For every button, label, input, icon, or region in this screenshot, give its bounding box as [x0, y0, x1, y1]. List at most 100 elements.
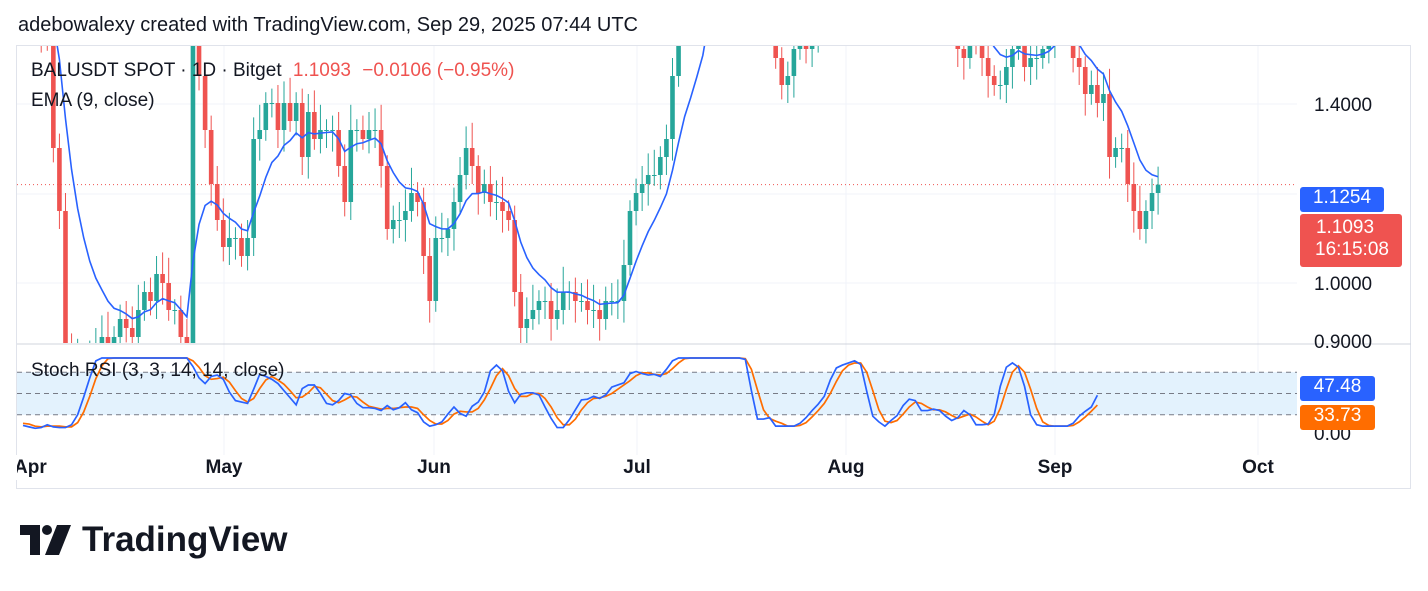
candle: [985, 46, 991, 98]
candle: [817, 46, 819, 53]
ema-series: [56, 46, 1159, 320]
candle: [378, 104, 384, 188]
candle: [409, 167, 414, 222]
candle: [664, 124, 669, 175]
candle: [694, 0, 699, 44]
candle: [196, 46, 202, 91]
candle: [366, 112, 372, 154]
candle: [1034, 46, 1039, 80]
candle: [348, 104, 354, 220]
candle: [95, 328, 97, 343]
candle: [1107, 68, 1112, 179]
tradingview-logo-text: TradingView: [82, 520, 288, 559]
candle: [312, 90, 317, 150]
candle: [257, 104, 263, 161]
last-price-value: 1.1093: [1315, 217, 1375, 238]
candle: [214, 166, 220, 231]
candle: [123, 301, 129, 343]
candle: [451, 187, 457, 251]
candle: [51, 46, 56, 163]
candle: [494, 180, 499, 220]
candle: [439, 212, 445, 253]
candle: [475, 155, 481, 215]
time-axis-label: Sep: [1038, 457, 1073, 478]
candle: [384, 155, 390, 240]
candle: [403, 189, 408, 242]
candle: [591, 284, 596, 328]
candle: [129, 306, 135, 343]
candle: [360, 115, 366, 150]
candle: [390, 205, 396, 244]
ema-legend: EMA (9, close): [31, 90, 155, 111]
last-price-text: 1.1093: [292, 60, 352, 81]
candle: [548, 283, 554, 341]
candle: [397, 202, 402, 238]
candle: [281, 81, 287, 152]
candle: [603, 286, 609, 330]
candle: [554, 288, 560, 330]
candle: [190, 46, 196, 343]
candle: [889, 0, 894, 35]
candle: [40, 46, 42, 53]
candle: [1125, 130, 1131, 202]
stoch-d-line: [22, 357, 1098, 428]
candle: [506, 200, 511, 231]
candle: [342, 144, 348, 217]
candle: [111, 326, 117, 343]
stoch-legend: Stoch RSI (3, 3, 14, 14, close): [31, 360, 285, 381]
symbol-legend: BALUSDT SPOT · 1D · Bitget 1.1093 −0.010…: [31, 60, 514, 82]
candle: [117, 304, 123, 343]
candle: [208, 115, 214, 206]
candle: [354, 119, 360, 152]
candle: [99, 315, 105, 343]
candle: [221, 198, 226, 262]
candle: [136, 284, 141, 343]
candle: [803, 46, 809, 64]
candle: [883, 0, 888, 31]
candle: [469, 122, 475, 184]
candle: [621, 239, 627, 323]
stoch-k-tag: 47.48: [1300, 376, 1375, 401]
last-price-tag: 1.1093 16:15:08: [1300, 214, 1402, 267]
candle: [560, 266, 566, 325]
candle: [797, 46, 803, 60]
tradingview-logo: TradingView: [20, 520, 288, 560]
candle: [761, 0, 766, 4]
candle: [1054, 46, 1056, 58]
time-axis-label: Jul: [623, 457, 650, 478]
candlestick-series: [40, 0, 1161, 343]
candle: [639, 166, 645, 211]
candle: [597, 299, 602, 341]
candle: [767, 0, 772, 35]
candle: [1065, 0, 1070, 33]
price-axis-label: 0.9000: [1314, 332, 1372, 353]
candle: [142, 281, 147, 321]
candle: [263, 92, 269, 141]
candle: [701, 0, 706, 6]
candle: [1022, 46, 1027, 82]
stoch-d-tag: 33.73: [1300, 405, 1375, 430]
candle: [293, 92, 299, 136]
candle: [227, 212, 232, 265]
candle: [488, 166, 493, 217]
candle: [773, 46, 778, 69]
candle: [251, 117, 256, 256]
candle: [433, 216, 439, 312]
candle: [997, 70, 1003, 100]
candle: [166, 257, 171, 321]
candle: [567, 281, 572, 310]
candle: [184, 319, 190, 343]
candle: [979, 46, 985, 76]
candle: [925, 0, 930, 27]
candle: [421, 187, 426, 274]
candle: [651, 149, 657, 186]
candle: [427, 238, 432, 323]
candle: [991, 65, 997, 96]
candle: [63, 193, 68, 343]
candle: [530, 284, 536, 330]
candle: [330, 115, 335, 152]
candle: [160, 252, 165, 305]
candle: [670, 58, 675, 161]
